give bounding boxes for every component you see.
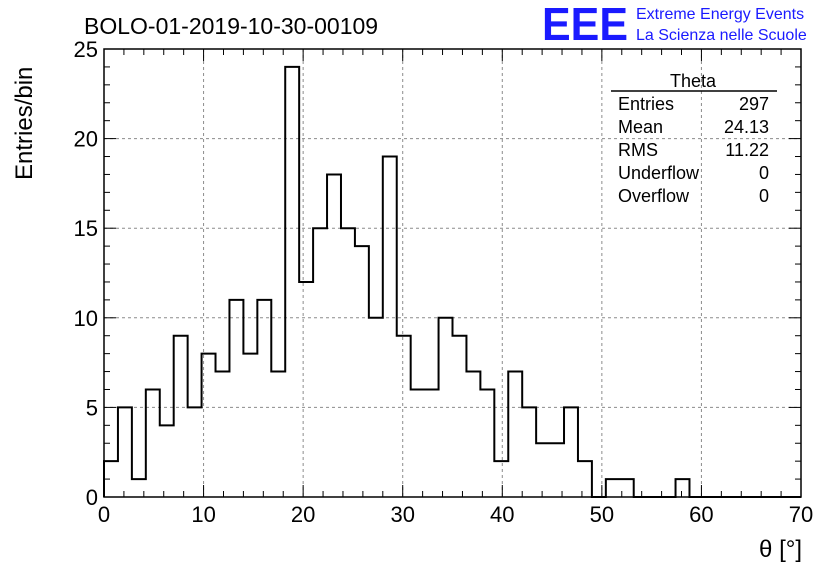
x-tick-label: 10 — [191, 502, 215, 527]
y-axis-ticks: 0 5 10 15 20 25 — [74, 37, 801, 510]
stats-value-overflow: 0 — [759, 186, 769, 206]
stats-title: Theta — [670, 71, 717, 91]
x-tick-label: 20 — [291, 502, 315, 527]
plot-frame — [103, 48, 802, 498]
stats-label-entries: Entries — [618, 94, 674, 114]
stats-value-underflow: 0 — [759, 163, 769, 183]
stats-box: Theta Entries 297 Mean 24.13 RMS 11.22 U… — [611, 71, 777, 206]
y-tick-label: 25 — [74, 37, 98, 62]
x-tick-label: 30 — [390, 502, 414, 527]
stats-value-mean: 24.13 — [724, 117, 769, 137]
x-tick-label: 50 — [590, 502, 614, 527]
eee-logo-mark: EEE — [542, 0, 628, 50]
chart-title: BOLO-01-2019-10-30-00109 — [84, 13, 378, 39]
x-axis-ticks: 0 10 20 30 40 50 60 70 — [98, 49, 813, 527]
stats-label-underflow: Underflow — [618, 163, 700, 183]
y-tick-label: 15 — [74, 216, 98, 241]
stats-label-rms: RMS — [618, 140, 658, 160]
y-tick-label: 5 — [86, 395, 98, 420]
eee-logo-line2: La Scienza nelle Scuole — [636, 27, 807, 44]
eee-logo: EEE Extreme Energy Events La Scienza nel… — [542, 0, 807, 50]
x-tick-label: 60 — [689, 502, 713, 527]
y-axis-label: Entries/bin — [11, 67, 38, 180]
y-tick-label: 10 — [74, 306, 98, 331]
x-axis-label: θ [°] — [759, 536, 802, 563]
x-tick-label: 70 — [789, 502, 813, 527]
y-tick-label: 0 — [86, 485, 98, 510]
stats-label-mean: Mean — [618, 117, 663, 137]
stats-value-rms: 11.22 — [725, 140, 769, 160]
eee-logo-line1: Extreme Energy Events — [636, 6, 804, 23]
x-tick-label: 40 — [490, 502, 514, 527]
histogram-outline — [103, 65, 801, 498]
stats-label-overflow: Overflow — [618, 186, 690, 206]
stats-value-entries: 297 — [739, 94, 769, 114]
x-tick-label: 0 — [98, 502, 110, 527]
y-tick-label: 20 — [74, 127, 98, 152]
